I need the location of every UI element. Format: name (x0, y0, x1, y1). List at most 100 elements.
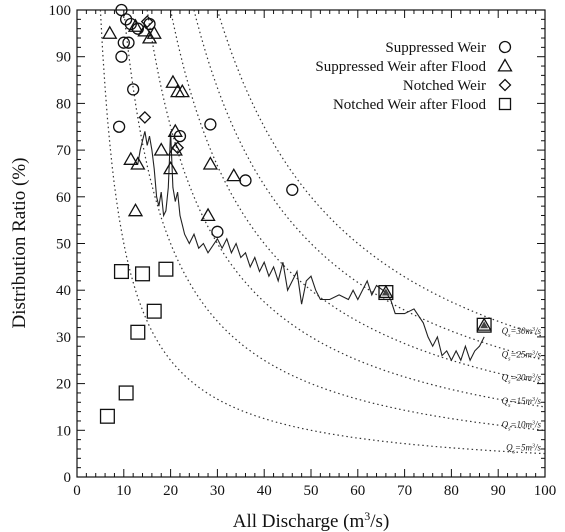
notched-weir-after-flood-point (146, 303, 162, 319)
suppressed-weir-after-flood-point (200, 207, 216, 222)
curve-label-q: Q (506, 443, 513, 453)
suppressed-weir-after-flood-point (127, 202, 144, 217)
iso-discharge-label: Qs=30m3/s (502, 326, 542, 339)
curve-label-unit: /s (534, 419, 542, 429)
curve-label-sub: s (508, 333, 511, 339)
suppressed-weir-after-flood-point (153, 142, 169, 156)
curve-label-unit: /s (534, 443, 542, 453)
suppressed-weir-point (119, 13, 133, 26)
suppressed-weir-after-flood-point (146, 25, 162, 39)
notched-weir-point (171, 141, 185, 155)
curve-label-sub: s (508, 356, 511, 362)
legend-label: Suppressed Weir after Flood (315, 59, 486, 75)
suppressed-weir-after-flood-point (162, 160, 179, 175)
x-tick-label: 10 (116, 483, 131, 499)
legend-marker-square (498, 97, 512, 111)
suppressed-weir-point (127, 83, 140, 96)
curve-label-sub: s (508, 426, 511, 432)
x-tick-label: 20 (163, 483, 178, 499)
suppressed-weir-point (122, 36, 135, 49)
suppressed-weir-after-flood-point (167, 142, 183, 156)
iso-discharge-label: Qs=25m3/s (502, 349, 542, 362)
y-tick-label: 40 (56, 283, 71, 299)
notched-weir-after-flood-point (134, 266, 151, 282)
x-tick-label: 70 (397, 483, 412, 499)
notched-weir-after-flood-point (99, 408, 115, 424)
x-tick-label: 40 (257, 483, 272, 499)
suppressed-weir-point (204, 118, 217, 131)
notched-weir-after-flood-point (118, 385, 134, 401)
suppressed-weir-point (115, 50, 128, 63)
curve-label-unit: /s (534, 326, 542, 336)
notched-weir-after-flood-point (113, 263, 129, 280)
suppressed-weir-point (112, 120, 126, 133)
x-tick-label: 30 (210, 483, 225, 499)
y-tick-label: 20 (56, 377, 71, 393)
iso-discharge-curve (123, 10, 545, 431)
curve-label-value: =15m (510, 396, 532, 406)
suppressed-weir-point (211, 225, 224, 238)
curve-label-unit: /s (534, 373, 542, 383)
suppressed-weir-point (117, 36, 130, 49)
curve-label-sub: s (513, 450, 516, 456)
curve-label-value: =5m (515, 443, 533, 453)
iso-discharge-label: Qs=10m3/s (502, 419, 542, 432)
trend-line (137, 131, 485, 362)
y-tick-label: 30 (56, 330, 71, 346)
suppressed-weir-after-flood-point (174, 83, 190, 98)
curve-label-q: Q (502, 373, 509, 383)
legend-marker-triangle (497, 58, 513, 72)
x-tick-label: 80 (444, 483, 459, 499)
highlight-marker-fill (381, 288, 390, 296)
suppressed-weir-after-flood-point (141, 30, 158, 44)
y-tick-label: 70 (56, 143, 71, 159)
curve-label-sup: 3 (531, 420, 535, 426)
iso-discharge-label: Qs=15m3/s (502, 396, 542, 409)
suppressed-weir-after-flood-point (102, 25, 118, 39)
iso-discharge-curve (146, 10, 545, 408)
x-tick-label: 90 (491, 483, 506, 499)
y-axis-title: Distribution Ratio (%) (9, 158, 30, 329)
suppressed-weir-after-flood-point (226, 167, 242, 182)
curve-label-sup: 3 (531, 374, 535, 380)
y-tick-label: 80 (56, 96, 71, 112)
y-tick-label: 90 (56, 50, 71, 66)
legend-marker-circle (498, 40, 512, 54)
notched-weir-after-flood-point (130, 324, 146, 340)
iso-discharge-curves: Qs=30m3/sQs=25m3/sQs=20m3/sQs=15m3/sQs=1… (99, 10, 545, 456)
curve-label-q: Q (502, 419, 509, 429)
suppressed-weir-after-flood-point (123, 151, 139, 165)
suppressed-weir-after-flood-point (167, 123, 183, 137)
x-tick-label: 60 (350, 483, 365, 499)
x-tick-label: 0 (73, 483, 81, 499)
suppressed-weir-after-flood-point (476, 317, 492, 331)
curve-label-value: =25m (510, 349, 532, 359)
y-tick-label: 60 (56, 190, 71, 206)
curve-label-unit: /s (534, 349, 542, 359)
suppressed-weir-after-flood-point (127, 18, 144, 32)
y-tick-label: 0 (64, 470, 72, 486)
curve-label-q: Q (502, 396, 509, 406)
curve-label-q: Q (502, 326, 509, 336)
curve-label-value: =10m (510, 419, 532, 429)
iso-discharge-label: Qs=20m3/s (502, 373, 542, 386)
notched-weir-after-flood-point (158, 261, 174, 277)
trend-line-group (137, 131, 485, 362)
suppressed-weir-after-flood-point (378, 284, 394, 299)
y-tick-label: 100 (49, 3, 72, 19)
suppressed-weir-after-flood-point (202, 156, 219, 170)
x-tick-label: 50 (304, 483, 319, 499)
highlight-marker-fill (480, 321, 489, 329)
curve-label-sup: 3 (531, 327, 535, 333)
notched-weir-point (140, 15, 154, 29)
curve-label-sup: 3 (531, 444, 535, 450)
curve-label-value: =30m (510, 326, 532, 336)
legend: Suppressed Weir Suppressed Weir after Flo… (315, 40, 513, 113)
y-tick-label: 50 (56, 237, 71, 253)
notched-weir-after-flood-point (476, 317, 492, 333)
curve-label-sub: s (508, 380, 511, 386)
x-axis-title: All Discharge (m3/s) (233, 509, 390, 532)
curve-label-q: Q (502, 349, 509, 359)
legend-marker-diamond (498, 78, 512, 92)
curve-label-sub: s (508, 403, 511, 409)
